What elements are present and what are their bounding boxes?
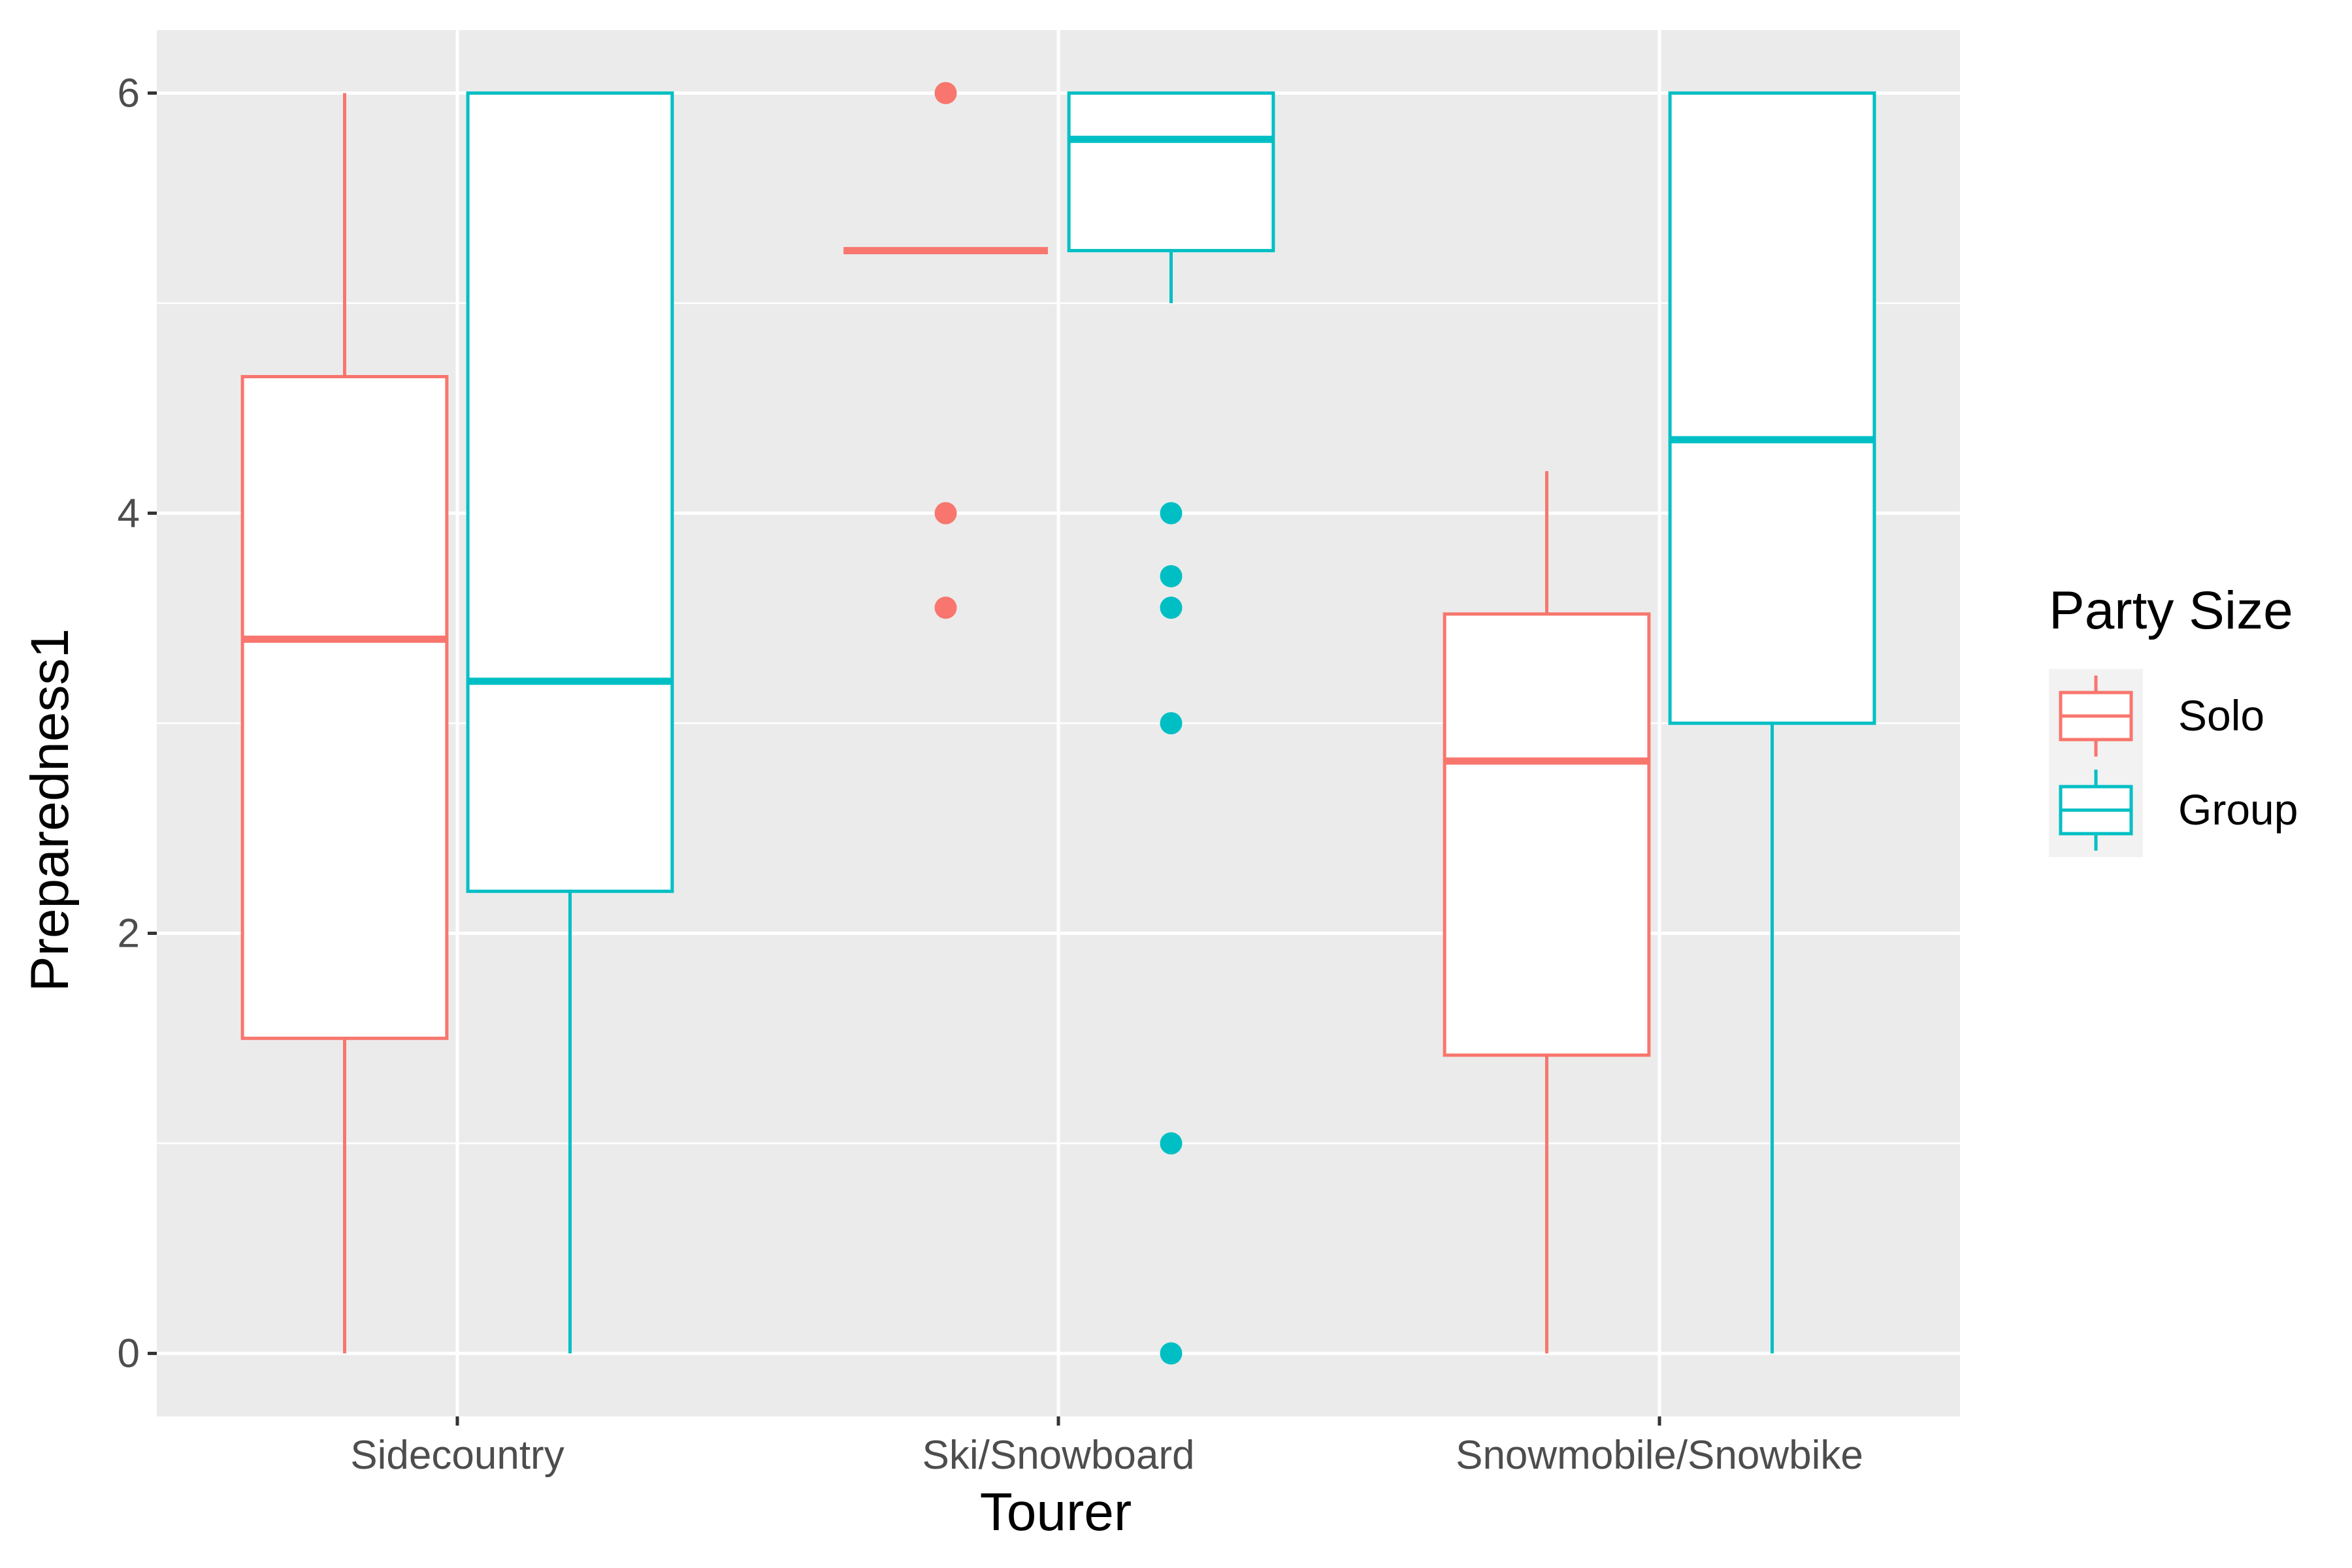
x-tick-label: Ski/Snowboard [922, 1433, 1194, 1478]
y-tick-label: 2 [118, 911, 140, 956]
legend-label-group: Group [2178, 785, 2298, 834]
legend: Party Size Solo Group [2049, 581, 2298, 857]
y-tick-label: 6 [118, 71, 140, 116]
box-series [240, 82, 1876, 1365]
box-group [1067, 91, 1275, 1365]
outlier-point [934, 82, 957, 105]
box-solo [240, 93, 449, 1354]
box-iqr [1668, 91, 1876, 725]
box-group [1668, 91, 1876, 1354]
x-axis: Sidecountry Ski/Snowboard Snowmobile/Snowb… [350, 1416, 1863, 1478]
outlier-point [1160, 712, 1183, 734]
outlier-point [1160, 564, 1183, 587]
box-iqr [1443, 612, 1651, 1057]
y-axis: 0 2 4 6 [118, 71, 157, 1377]
outlier-point [934, 596, 957, 619]
box-solo [843, 82, 1048, 619]
outlier-point [1160, 1342, 1183, 1365]
box-iqr [1067, 91, 1275, 253]
x-tick-label: Sidecountry [350, 1433, 564, 1478]
legend-label-solo: Solo [2178, 691, 2264, 740]
y-tick-label: 4 [118, 491, 140, 536]
outlier-point [934, 502, 957, 525]
box-iqr [466, 91, 674, 893]
x-axis-title: Tourer [980, 1482, 1132, 1542]
legend-title: Party Size [2049, 581, 2293, 640]
major-gridlines [157, 30, 1960, 1416]
x-tick-label: Snowmobile/Snowbike [1456, 1433, 1863, 1478]
outlier-point [1160, 1132, 1183, 1155]
box-group [466, 91, 674, 1354]
box-solo [1443, 471, 1651, 1354]
box-iqr [240, 375, 449, 1040]
y-axis-title: Preparedness1 [20, 629, 80, 992]
outlier-point [1160, 596, 1183, 619]
y-tick-label: 0 [118, 1331, 140, 1377]
outlier-point [1160, 502, 1183, 525]
